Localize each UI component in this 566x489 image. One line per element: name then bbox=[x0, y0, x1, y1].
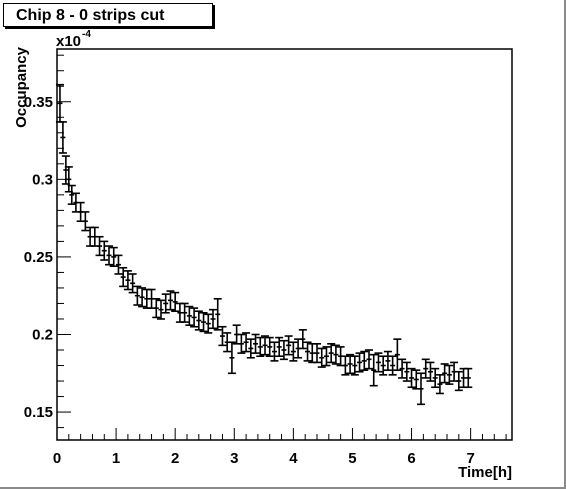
data-point bbox=[185, 305, 194, 326]
data-point bbox=[119, 266, 128, 288]
data-point bbox=[322, 346, 331, 367]
data-point bbox=[242, 332, 251, 353]
data-point bbox=[270, 341, 279, 362]
data-point bbox=[383, 350, 392, 371]
x-tick-label: 3 bbox=[230, 450, 238, 467]
data-point bbox=[152, 298, 161, 319]
data-point bbox=[417, 372, 425, 406]
data-point bbox=[58, 121, 67, 154]
data-point bbox=[265, 336, 274, 358]
data-point bbox=[232, 324, 241, 345]
data-point bbox=[402, 361, 411, 382]
data-point bbox=[435, 374, 444, 395]
x-axis-ticks: 0 1 2 3 4 5 6 7 bbox=[53, 428, 507, 467]
data-point bbox=[279, 339, 288, 361]
data-point bbox=[237, 333, 246, 354]
y-axis-exponent-power: -4 bbox=[82, 29, 91, 40]
data-point bbox=[464, 367, 473, 389]
data-point bbox=[190, 307, 199, 328]
data-point bbox=[157, 299, 165, 320]
x-tick-label: 7 bbox=[466, 450, 474, 467]
data-point bbox=[218, 325, 227, 347]
data-point bbox=[199, 311, 208, 333]
data-point bbox=[331, 344, 340, 365]
x-tick-label: 5 bbox=[348, 450, 356, 467]
data-point bbox=[114, 254, 123, 275]
data-point bbox=[379, 355, 388, 376]
data-point bbox=[303, 341, 312, 362]
data-point bbox=[445, 364, 454, 385]
data-point bbox=[251, 333, 260, 354]
x-tick-label: 2 bbox=[171, 450, 179, 467]
data-point bbox=[365, 349, 373, 370]
data-point bbox=[204, 313, 213, 334]
data-point bbox=[298, 329, 307, 350]
y-axis-exponent-base: x10 bbox=[56, 33, 81, 50]
data-point bbox=[431, 367, 440, 389]
data-point bbox=[213, 298, 222, 331]
data-point bbox=[209, 308, 217, 330]
x-axis-label: Time[h] bbox=[458, 464, 512, 481]
x-tick-label: 6 bbox=[407, 450, 415, 467]
chart-title: Chip 8 - 0 strips cut bbox=[3, 3, 213, 27]
data-point bbox=[138, 287, 147, 308]
data-point bbox=[355, 352, 364, 373]
data-point bbox=[289, 341, 298, 362]
y-tick-label: 0.35 bbox=[24, 94, 53, 111]
data-point bbox=[374, 352, 383, 373]
data-point bbox=[407, 367, 416, 389]
data-point bbox=[128, 273, 137, 294]
data-point bbox=[171, 291, 180, 313]
data-point bbox=[426, 361, 435, 382]
data-point bbox=[350, 355, 359, 376]
data-point bbox=[398, 358, 407, 379]
y-axis-ticks: 0.15 0.2 0.25 0.3 0.35 bbox=[24, 54, 71, 429]
x-tick-label: 4 bbox=[289, 450, 298, 467]
data-points bbox=[55, 83, 473, 406]
plot-frame bbox=[56, 48, 513, 441]
data-point bbox=[317, 347, 326, 368]
data-point bbox=[360, 350, 369, 371]
y-tick-label: 0.15 bbox=[24, 404, 53, 421]
data-point bbox=[95, 235, 104, 257]
x-tick-label: 1 bbox=[112, 450, 120, 467]
data-point bbox=[180, 302, 189, 323]
data-point bbox=[388, 355, 397, 376]
data-point bbox=[227, 341, 236, 375]
data-point bbox=[327, 343, 336, 364]
data-point bbox=[109, 246, 118, 268]
y-tick-label: 0.25 bbox=[24, 249, 53, 266]
data-point bbox=[67, 184, 76, 205]
y-tick-label: 0.3 bbox=[32, 171, 53, 188]
data-point bbox=[313, 343, 321, 364]
data-point bbox=[123, 270, 132, 291]
data-point bbox=[133, 285, 142, 306]
data-point bbox=[100, 240, 109, 261]
data-point bbox=[161, 293, 170, 314]
data-point bbox=[393, 338, 402, 371]
data-point bbox=[166, 290, 175, 311]
data-point bbox=[284, 335, 293, 356]
data-point bbox=[275, 336, 284, 358]
data-point bbox=[421, 358, 430, 379]
data-point bbox=[341, 355, 350, 376]
data-point bbox=[81, 211, 90, 232]
data-point bbox=[105, 245, 113, 266]
data-point bbox=[440, 363, 449, 384]
data-point bbox=[346, 353, 355, 375]
y-axis-label: Occupancy bbox=[13, 46, 30, 128]
data-point bbox=[256, 336, 265, 358]
data-point bbox=[454, 370, 463, 392]
data-point bbox=[369, 353, 378, 387]
data-point bbox=[261, 335, 269, 356]
data-point bbox=[246, 338, 255, 359]
x-tick-label: 0 bbox=[53, 450, 61, 467]
y-tick-label: 0.2 bbox=[32, 326, 53, 343]
data-point bbox=[194, 310, 203, 331]
